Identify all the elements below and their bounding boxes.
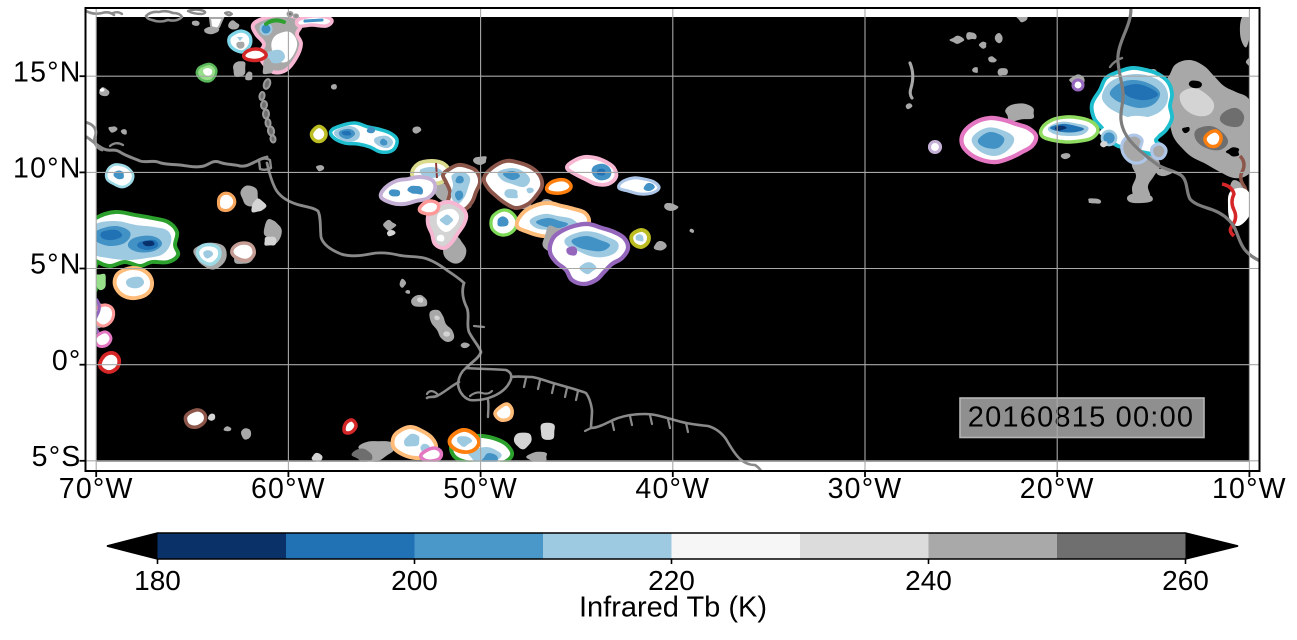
svg-text:10°W: 10°W [1212,473,1287,505]
svg-text:40°W: 40°W [635,473,710,505]
svg-text:70°W: 70°W [59,473,134,505]
svg-text:260: 260 [1162,565,1209,596]
svg-text:50°W: 50°W [443,473,518,505]
svg-text:10°N: 10°N [13,153,81,185]
svg-text:20°W: 20°W [1020,473,1095,505]
svg-text:Infrared Tb (K): Infrared Tb (K) [579,592,767,624]
svg-text:220: 220 [648,565,695,596]
svg-text:0°: 0° [52,345,82,377]
svg-text:15°N: 15°N [13,56,81,88]
svg-text:20160815 00:00: 20160815 00:00 [968,402,1194,434]
svg-text:30°W: 30°W [828,473,903,505]
svg-text:180: 180 [134,565,181,596]
svg-text:240: 240 [905,565,952,596]
svg-text:200: 200 [391,565,438,596]
svg-text:5°S: 5°S [32,441,82,473]
svg-text:60°W: 60°W [251,473,326,505]
svg-text:5°N: 5°N [30,249,81,281]
